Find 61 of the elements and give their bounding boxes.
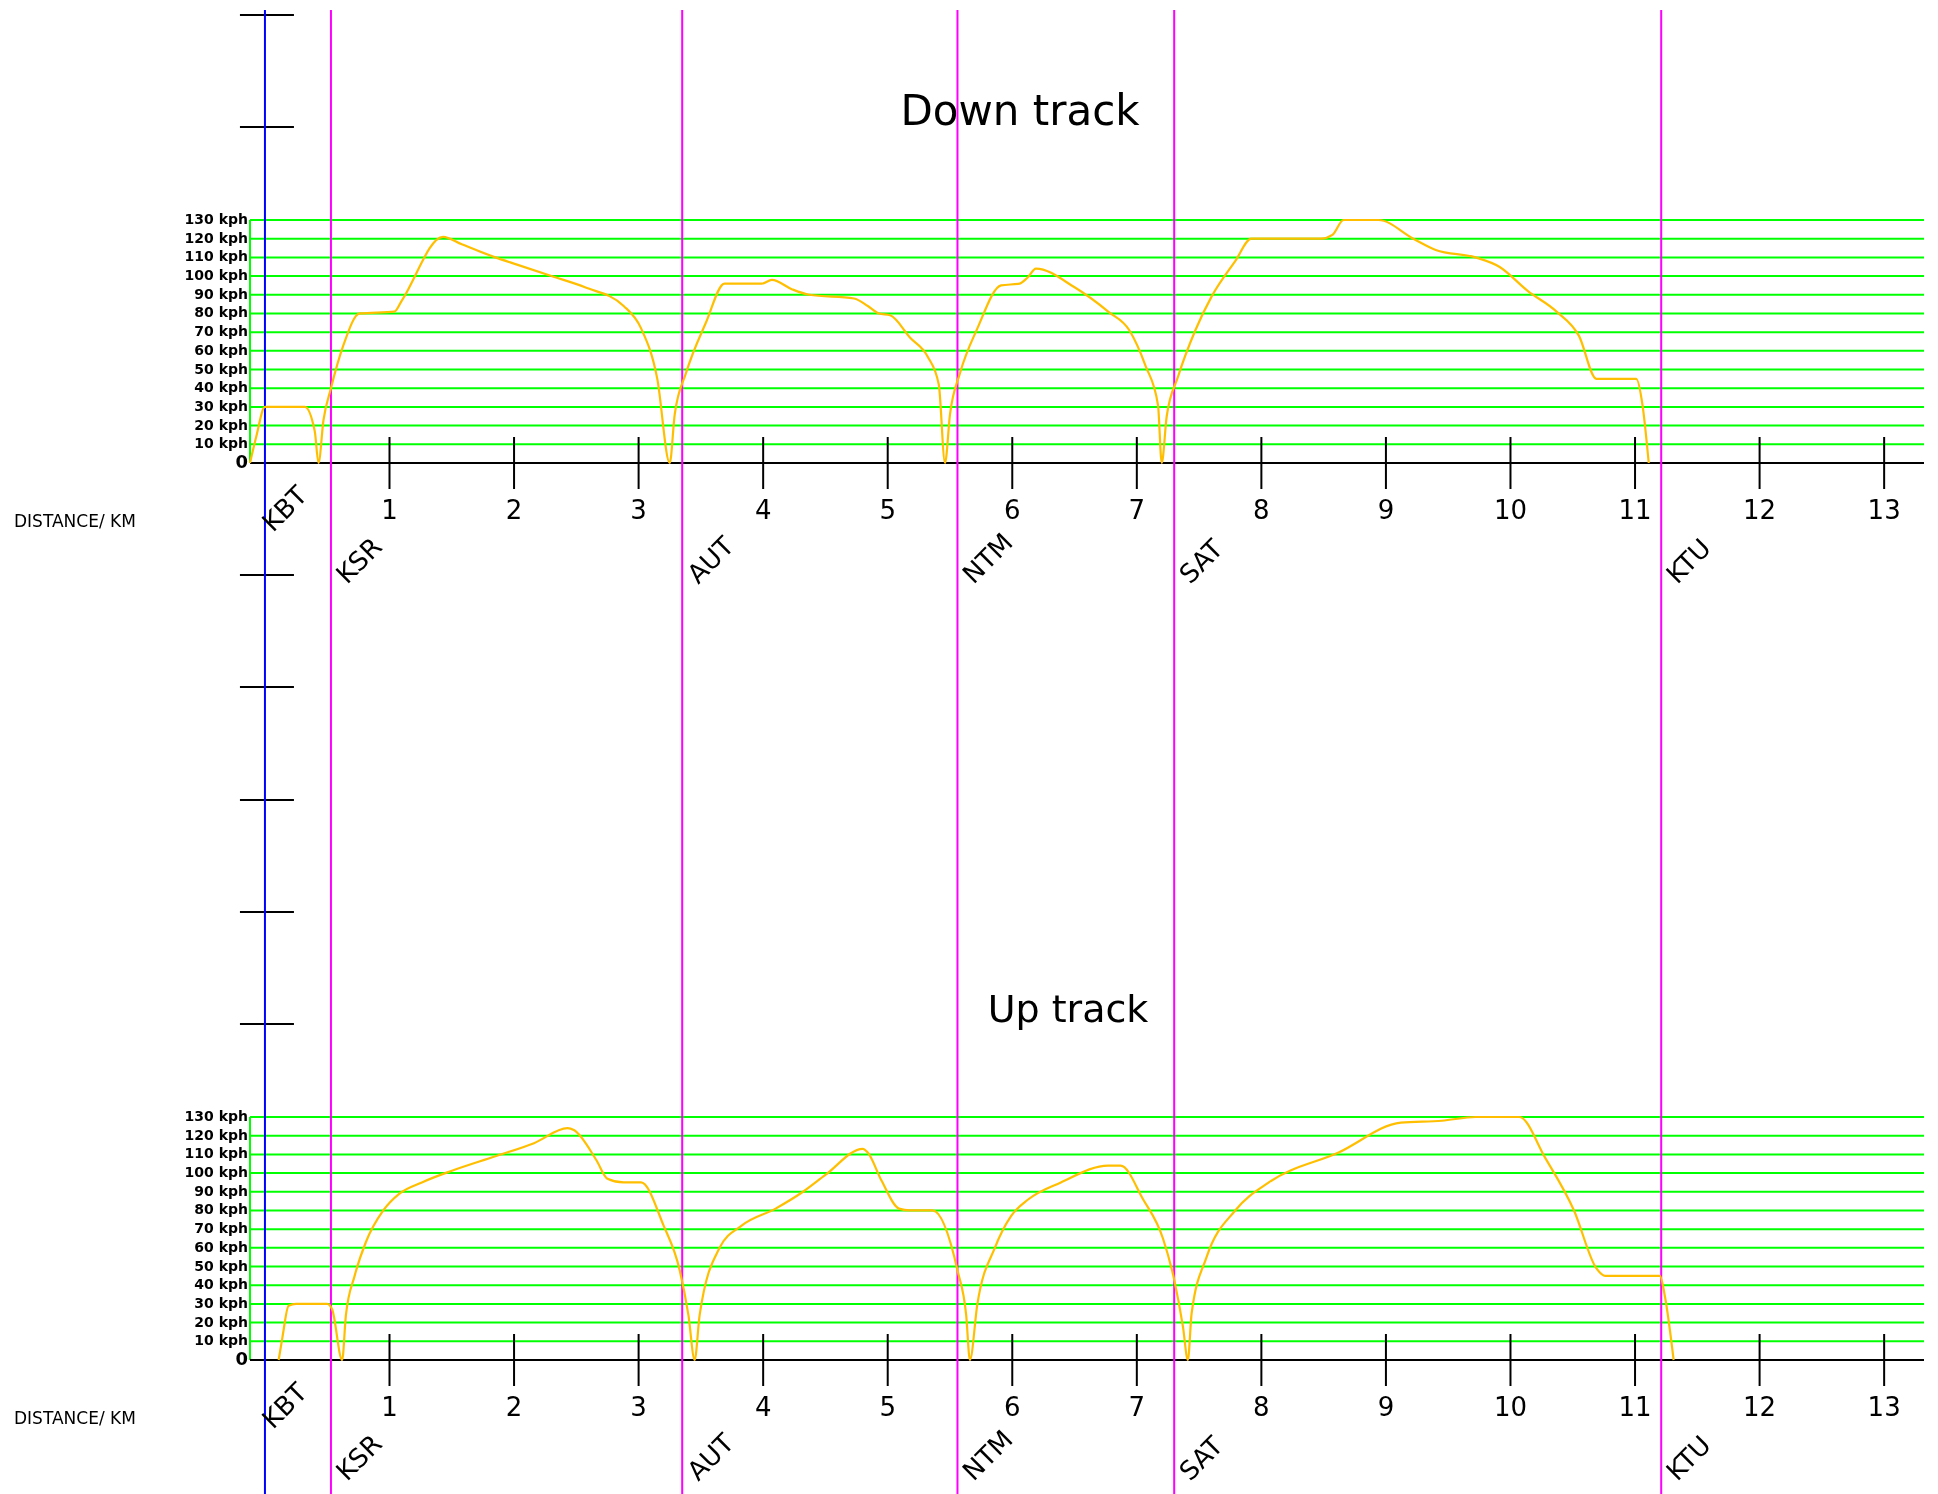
x-tick-label: 8 [1253, 1392, 1270, 1422]
y-tick-label: 60 kph [194, 1238, 248, 1255]
x-tick-label: 4 [754, 495, 772, 525]
y-tick-label: 100 kph [184, 267, 248, 284]
x-tick-label: 5 [879, 495, 896, 525]
x-tick-label: 13 [1867, 495, 1901, 525]
y-tick-label: 40 kph [194, 1276, 248, 1293]
x-tick-label: 2 [505, 495, 523, 525]
x-tick-label: 2 [505, 1392, 523, 1422]
x-tick-label: 12 [1743, 1392, 1777, 1422]
y-tick-label: 50 kph [194, 360, 248, 377]
y-tick-label: 110 kph [184, 1145, 248, 1162]
y-tick-label: 90 kph [194, 285, 248, 302]
y-tick-label: 20 kph [194, 416, 248, 433]
y-tick-label: 10 kph [194, 1332, 248, 1349]
x-tick-label: 7 [1128, 495, 1146, 525]
x-tick-label: 6 [1003, 495, 1021, 525]
x-tick-label: 3 [630, 1392, 647, 1422]
x-tick-label: 12 [1743, 495, 1777, 525]
ref-line-label: KSR [329, 1428, 388, 1487]
line-series [248, 218, 1650, 465]
y-tick-label: 60 kph [194, 341, 248, 358]
y-tick-label: 40 kph [194, 379, 248, 396]
y-tick-label: 30 kph [194, 397, 248, 414]
x-tick-label: 7 [1128, 1392, 1146, 1422]
ref-line-label: KSR [329, 531, 388, 590]
y-tick-label: 130 kph [184, 1108, 248, 1124]
y-tick-label: 0 [235, 451, 248, 472]
x-tick-label: 10 [1493, 1392, 1528, 1422]
x-tick-label: 6 [1003, 1392, 1021, 1422]
x-tick-label: 10 [1493, 495, 1528, 525]
x-tick-label: 1 [381, 1392, 398, 1422]
y-tick-label: 70 kph [194, 1220, 248, 1237]
y-tick-label: 50 kph [194, 1257, 248, 1274]
x-tick-label: 11 [1618, 1392, 1652, 1422]
x-axis-title: DISTANCE/ KM [14, 1408, 136, 1428]
y-tick-label: 110 kph [184, 248, 248, 265]
line-series [277, 1115, 1675, 1362]
y-tick-label: 70 kph [194, 323, 248, 340]
y-tick-label: 130 kph [184, 211, 248, 227]
y-tick-label: 30 kph [194, 1294, 248, 1311]
y-tick-label: 120 kph [184, 229, 248, 246]
y-tick-label: 90 kph [194, 1182, 248, 1199]
x-tick-label: 4 [754, 1392, 772, 1422]
y-tick-label: 0 [235, 1348, 248, 1369]
x-tick-label: 11 [1618, 495, 1652, 525]
y-tick-label: 10 kph [194, 435, 248, 452]
x-tick-label: 3 [630, 495, 647, 525]
x-tick-label: 13 [1867, 1392, 1901, 1422]
y-tick-label: 80 kph [194, 304, 248, 321]
y-tick-label: 80 kph [194, 1201, 248, 1218]
x-tick-label: 9 [1377, 1392, 1395, 1422]
x-axis-title: DISTANCE/ KM [14, 511, 136, 531]
x-tick-label: 5 [879, 1392, 896, 1422]
y-tick-label: 100 kph [184, 1164, 248, 1181]
chart-title: Up track [987, 987, 1149, 1031]
x-tick-label: 9 [1377, 495, 1395, 525]
x-tick-label: 8 [1253, 495, 1270, 525]
y-tick-label: 20 kph [194, 1313, 248, 1330]
x-tick-label: 1 [381, 495, 398, 525]
y-tick-label: 120 kph [184, 1126, 248, 1143]
